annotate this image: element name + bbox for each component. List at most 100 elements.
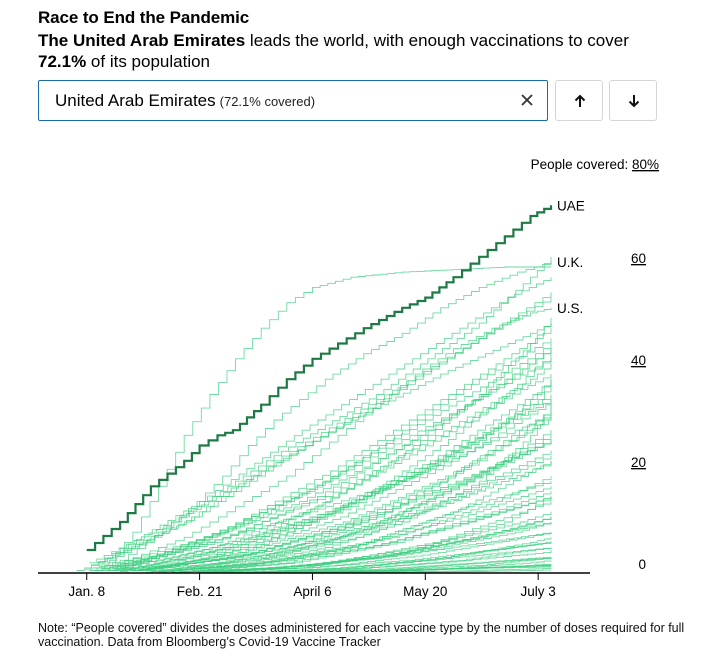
x-tick-label: Jan. 8 (68, 584, 105, 599)
y-tick-label: 40 (631, 353, 646, 368)
search-coverage-text: (72.1% covered) (219, 94, 316, 109)
series-line-51 (122, 379, 552, 571)
subtitle-middle: leads the world, with enough vaccination… (245, 31, 629, 50)
series-line-65 (268, 556, 552, 573)
subtitle-country: The United Arab Emirates (38, 31, 246, 50)
previous-country-button[interactable] (555, 80, 603, 121)
y-axis-ticks: 0 20 40 60 (631, 251, 646, 572)
series-line-58 (312, 563, 552, 573)
search-selected-country: United Arab Emirates (72.1% covered) (55, 91, 315, 111)
series-line-70 (89, 323, 552, 564)
footnote: Note: “People covered” divides the doses… (38, 621, 685, 649)
series-line-68 (212, 511, 552, 573)
series-line-16 (158, 481, 552, 573)
series-line-42 (97, 277, 552, 564)
series-line-48 (253, 547, 552, 573)
series-line-27 (209, 516, 552, 573)
next-country-button[interactable] (609, 80, 657, 121)
series-line-12 (197, 496, 552, 573)
series-line-67 (238, 541, 552, 573)
series-line-55 (127, 384, 552, 570)
series-line-43 (117, 343, 552, 569)
search-country-name: United Arab Emirates (55, 91, 216, 110)
y-axis-title: People covered: 80% (531, 157, 659, 172)
series-line-24 (325, 560, 552, 573)
series-line-64 (181, 522, 552, 573)
arrow-down-icon (628, 95, 640, 108)
series-line-us (76, 307, 552, 571)
series-line-11 (145, 460, 552, 573)
series-line-17 (132, 404, 552, 571)
series-line-28 (94, 297, 552, 569)
chart-subtitle: The United Arab Emirates leads the world… (38, 30, 678, 72)
series-label-uk: U.K. (557, 255, 583, 270)
series-line-7 (171, 404, 552, 573)
series-line-20 (102, 348, 552, 571)
y-tick-label: 0 (638, 557, 646, 572)
series-line-39 (176, 532, 552, 573)
x-tick-label: July 3 (521, 584, 556, 599)
series-labels: UAE U.K. U.S. (557, 198, 585, 316)
series-line-52 (156, 450, 552, 572)
y-tick-label: 60 (631, 251, 646, 266)
series-line-31 (166, 430, 552, 572)
series-line-33 (261, 565, 552, 573)
series-line-53 (186, 476, 552, 572)
arrow-up-icon (574, 94, 586, 107)
series-line-59 (376, 569, 552, 573)
series-line-10 (107, 435, 552, 571)
series-line-23 (184, 491, 552, 572)
x-tick-label: May 20 (403, 584, 447, 599)
series-line-35 (150, 455, 552, 572)
series-line-47 (227, 501, 552, 573)
series-line-30 (235, 550, 552, 573)
series-line-41 (243, 566, 552, 573)
y-tick-label: 20 (631, 455, 646, 470)
series-line-9 (132, 353, 552, 571)
series-line-69 (148, 440, 552, 571)
series-line-63 (153, 486, 552, 572)
x-tick-label: April 6 (293, 584, 331, 599)
x-tick-label: Feb. 21 (177, 584, 223, 599)
series-line-37 (104, 414, 552, 569)
series-line-66 (294, 564, 552, 573)
series-line-40 (217, 532, 552, 573)
series-label-us: U.S. (557, 301, 583, 316)
series-line-uae (86, 205, 553, 552)
series-line-14 (171, 516, 552, 573)
y-axis-title-prefix: People covered: (531, 157, 632, 172)
series-line-36 (191, 496, 552, 572)
series-line-5 (120, 318, 552, 571)
series-label-uae: UAE (557, 198, 585, 213)
series-line-60 (171, 414, 552, 571)
series-line-34 (130, 460, 552, 571)
x-axis-ticks: Jan. 8 Feb. 21 April 6 May 20 July 3 (68, 573, 556, 599)
chart-title: Race to End the Pandemic (38, 8, 250, 27)
series-line-uk (89, 261, 552, 571)
series-line-29 (145, 399, 552, 571)
subtitle-end: of its population (86, 52, 211, 71)
series-line-13 (120, 440, 552, 572)
series-line-50 (112, 348, 552, 570)
series-line-8 (94, 338, 552, 571)
series-line-57 (350, 568, 552, 573)
series-line-54 (91, 292, 552, 566)
series-line-62 (102, 358, 552, 569)
series-line-44 (140, 440, 552, 571)
subtitle-percent: 72.1% (38, 52, 87, 71)
series-line-61 (138, 417, 552, 571)
series-lines (76, 256, 552, 573)
y-axis-top-tick: 80% (632, 157, 659, 172)
country-search-input[interactable]: United Arab Emirates (72.1% covered) (38, 80, 548, 121)
highlight-series (86, 205, 553, 552)
series-line-19 (274, 557, 552, 573)
series-line-6 (94, 379, 552, 571)
close-icon[interactable] (517, 90, 537, 110)
series-line-38 (135, 399, 552, 571)
series-line-25 (125, 328, 552, 569)
series-line-22 (115, 394, 552, 571)
series-line-45 (161, 496, 552, 572)
series-line-21 (120, 363, 552, 569)
series-line-32 (299, 564, 552, 573)
series-line-56 (207, 522, 552, 573)
